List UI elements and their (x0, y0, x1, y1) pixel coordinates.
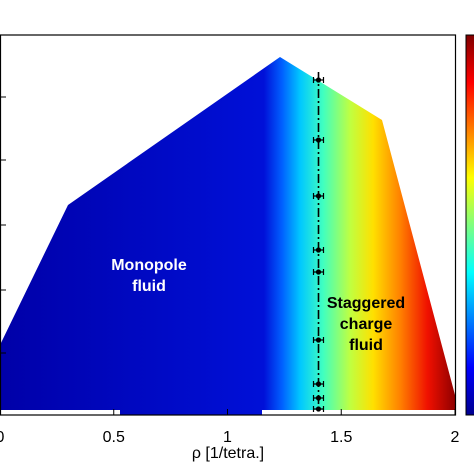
error-points (312, 77, 325, 412)
x-tick-label: 1.5 (330, 429, 352, 446)
x-tick-label: 1 (223, 429, 232, 446)
region-label: fluid (132, 278, 166, 295)
region-label: Staggered (327, 295, 405, 312)
region-label: Monopole (111, 257, 187, 274)
x-tick-label: 2 (451, 429, 460, 446)
region-label: charge (340, 316, 393, 333)
x-tick-label: 0 (0, 429, 5, 446)
y-ticks (0, 96, 6, 354)
x-tick-label: 0.5 (103, 429, 125, 446)
phase-region (0, 57, 455, 415)
region-label: fluid (349, 337, 383, 354)
colorbar (465, 34, 474, 416)
x-axis-label: ρ [1/tetra.] (192, 445, 264, 462)
